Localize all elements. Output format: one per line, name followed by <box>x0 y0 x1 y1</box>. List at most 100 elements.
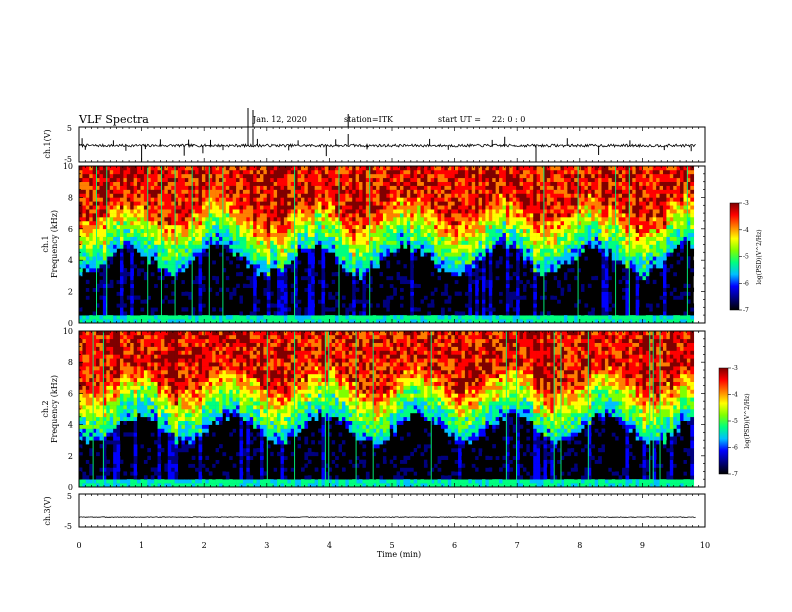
spectrogram-cell <box>437 177 442 182</box>
spectrogram-cell <box>509 213 514 218</box>
spectrogram-cell <box>102 169 107 175</box>
spectrogram-cell <box>400 181 404 186</box>
spectrogram-cell <box>283 279 288 285</box>
spectrogram-cell <box>386 315 391 320</box>
spectrogram-cell <box>263 201 268 206</box>
spectrogram-cell <box>475 244 479 249</box>
spectrogram-cell <box>212 315 216 320</box>
spectrogram-cell <box>283 213 288 218</box>
spectrogram-cell <box>464 217 469 222</box>
spectrogram-cell <box>376 248 380 253</box>
spectrogram-cell <box>468 193 473 198</box>
spectrogram-cell <box>270 201 274 206</box>
spectrogram-cell <box>519 205 524 210</box>
spectrogram-cell <box>123 228 128 234</box>
spectrogram-cell <box>164 319 169 323</box>
spectrogram-cell <box>164 232 169 237</box>
spectrogram-cell <box>481 177 486 182</box>
spectrogram-cell <box>253 279 257 285</box>
spectrogram-cell <box>417 185 421 190</box>
spectrogram-cell <box>331 217 336 222</box>
spectrogram-cell <box>89 303 93 308</box>
spectrogram-cell <box>171 260 175 265</box>
spectrogram-cell <box>283 244 288 249</box>
spectrogram-cell <box>420 213 425 218</box>
spectrogram-cell <box>260 311 264 316</box>
spectrogram-cell <box>441 166 445 171</box>
spectrogram-cell <box>512 295 517 300</box>
spectrogram-cell <box>229 181 233 186</box>
spectrogram-cell <box>133 275 138 281</box>
spectrogram-cell <box>454 185 459 190</box>
spectrogram-cell <box>154 240 158 245</box>
spectrogram-cell <box>509 193 514 198</box>
spectrogram-cell <box>133 228 138 234</box>
spectrogram-cell <box>253 185 257 190</box>
spectrogram-cell <box>406 283 411 288</box>
spectrogram-cell <box>270 220 274 226</box>
spectrogram-cell <box>283 291 288 296</box>
spectrogram-cell <box>116 271 121 277</box>
spectrogram-cell <box>335 252 339 257</box>
spectrogram-cell <box>130 307 134 312</box>
spectrogram-cell <box>488 236 493 241</box>
spectrogram-cell <box>225 303 230 308</box>
spectrogram-cell <box>277 205 281 210</box>
spectrogram-cell <box>167 224 172 230</box>
spectrogram-cell <box>232 303 237 308</box>
spectrogram-cell <box>406 173 411 179</box>
spectrogram-cell <box>321 213 326 218</box>
spectrogram-cell <box>509 224 514 230</box>
spectrogram-cell <box>225 240 230 245</box>
spectrogram-cell <box>427 166 432 171</box>
spectrogram-cell <box>505 189 510 194</box>
spectrogram-cell <box>447 303 452 308</box>
spectrogram-cell <box>369 236 374 241</box>
spectrogram-cell <box>403 193 408 198</box>
spectrogram-cell <box>154 287 158 292</box>
spectrogram-cell <box>410 315 414 320</box>
spectrogram-cell <box>348 209 353 214</box>
spectrogram-cell <box>382 303 387 308</box>
spectrogram-cell <box>379 232 384 237</box>
spectrogram-cell <box>324 209 329 214</box>
spectrogram-cell <box>137 220 141 226</box>
spectrogram-cell <box>488 185 493 190</box>
spectrogram-cell <box>273 248 278 253</box>
sferic-line <box>208 166 210 323</box>
spectrogram-cell <box>352 268 356 273</box>
spectrogram-cell <box>236 252 240 257</box>
spectrogram-cell <box>253 315 257 320</box>
spectrogram-cell <box>533 315 537 320</box>
spectrogram-cell <box>468 291 473 296</box>
spectrogram-cell <box>451 166 455 171</box>
spectrogram-cell <box>403 189 408 194</box>
spectrogram-cell <box>201 299 206 304</box>
spectrogram-cell <box>294 240 298 245</box>
spectrogram-cell <box>533 307 537 312</box>
spectrogram-cell <box>345 319 350 323</box>
spectrogram-cell <box>478 240 483 245</box>
spectrogram-cell <box>471 213 476 218</box>
spectrogram-cell <box>324 315 329 320</box>
spectrogram-cell <box>208 228 213 234</box>
spectrogram-cell <box>191 197 196 202</box>
spectrogram-cell <box>355 169 360 175</box>
spectrogram-cell <box>137 177 141 182</box>
spectrogram-cell <box>393 209 397 214</box>
spectrogram-cell <box>219 177 223 182</box>
spectrogram-cell <box>441 193 445 198</box>
spectrogram-cell <box>113 185 117 190</box>
spectrogram-cell <box>294 232 298 237</box>
spectrogram-cell <box>178 256 182 261</box>
spectrogram-cell <box>232 299 237 304</box>
spectrogram-cell <box>300 169 305 175</box>
spectrogram-cell <box>266 256 271 261</box>
spectrogram-cell <box>270 209 274 214</box>
spectrogram-cell <box>102 213 107 218</box>
spectrogram-cell <box>119 166 124 171</box>
spectrogram-cell <box>464 177 469 182</box>
spectrogram-cell <box>137 287 141 292</box>
spectrogram-cell <box>512 232 517 237</box>
spectrogram-cell <box>321 224 326 230</box>
